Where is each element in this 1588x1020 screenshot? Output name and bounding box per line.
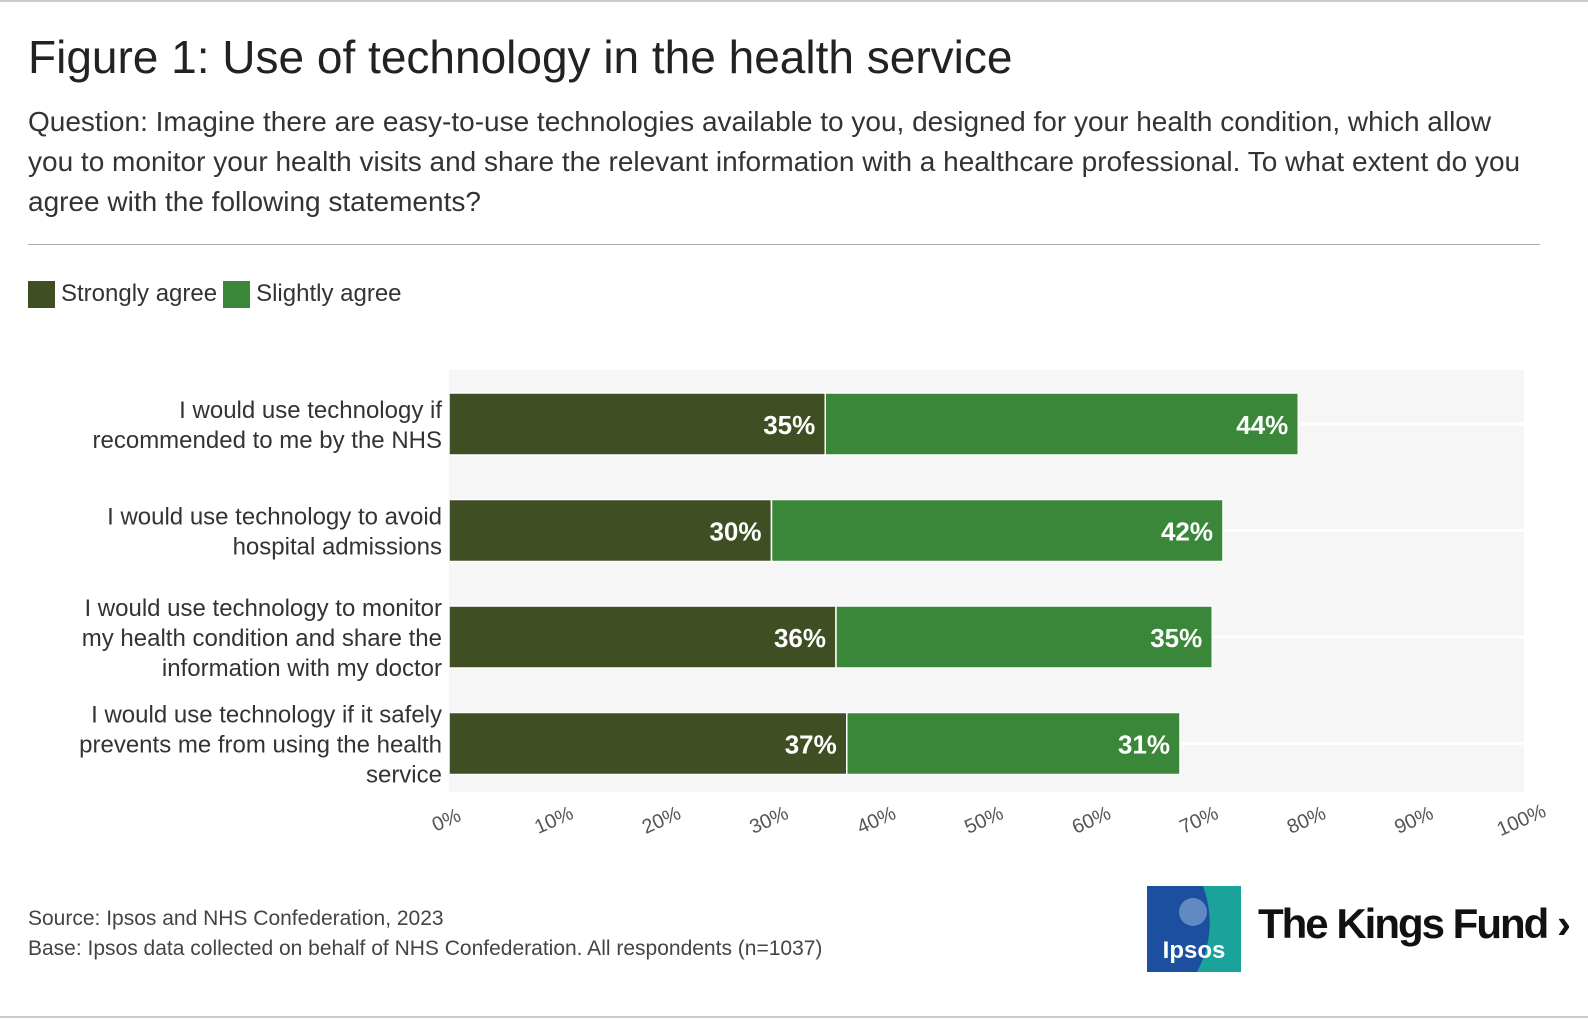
bottom-border [0,1016,1588,1018]
x-tick-label: 10% [531,802,577,838]
legend-label-strongly-agree: Strongly agree [61,280,218,307]
base-line: Base: Ipsos data collected on behalf of … [28,937,823,960]
chevron-right-icon: › [1547,900,1571,947]
ipsos-logo-text: Ipsos [1163,937,1226,964]
category-label: I would use technology if it safely [91,702,442,729]
x-tick-label: 60% [1069,802,1115,838]
x-tick-label: 40% [854,802,900,838]
data-label: 35% [763,410,815,440]
ipsos-logo-teal-shape [1197,886,1241,972]
ipsos-logo: Ipsos [1147,886,1241,972]
category-label: hospital admissions [233,534,442,561]
data-label: 30% [709,517,761,547]
top-border [0,0,1588,2]
bar-slightly-agree [835,605,1213,669]
legend-item-slightly-agree: Slightly agree [223,280,402,308]
source-notes: Source: Ipsos and NHS Confederation, 202… [28,904,822,964]
category-label: recommended to me by the NHS [93,427,443,454]
legend-label-slightly-agree: Slightly agree [256,280,402,307]
bar-slightly-agree [846,711,1181,776]
data-label: 42% [1161,517,1213,547]
category-label: service [366,762,442,789]
data-label: 36% [774,623,826,653]
x-tick-label: 30% [746,802,792,838]
bar-strongly-agree [448,498,773,563]
bar-strongly-agree [448,605,837,669]
data-label: 35% [1150,623,1202,653]
data-label: 31% [1118,730,1170,760]
category-label: I would use technology if [179,397,442,424]
kings-fund-logo-text: The Kings Fund [1258,900,1549,947]
x-tick-label: 80% [1284,802,1330,838]
legend: Strongly agree Slightly agree [28,280,408,308]
data-label: 37% [785,730,837,760]
bar-chart: 35% 44% I would use technology if recommend… [79,370,1550,841]
kings-fund-logo: The Kings Fund › [1258,900,1571,948]
category-label: I would use technology to monitor [84,595,442,622]
data-label: 44% [1236,410,1288,440]
bar-slightly-agree [770,498,1224,563]
bar-slightly-agree [824,392,1299,456]
legend-swatch-slightly-agree [223,280,251,308]
legend-item-strongly-agree: Strongly agree [28,280,217,308]
category-label: my health condition and share the [82,625,442,652]
category-label: information with my doctor [162,655,442,682]
x-tick-label: 100% [1494,800,1550,841]
x-tick-label: 20% [639,802,685,838]
chart-subtitle: Question: Imagine there are easy-to-use … [28,106,1521,217]
category-label: prevents me from using the health [79,732,442,759]
source-line: Source: Ipsos and NHS Confederation, 202… [28,907,444,930]
x-tick-label: 90% [1391,802,1437,838]
x-tick-label: 0% [429,805,465,837]
category-label: I would use technology to avoid [107,504,442,531]
x-tick-label: 70% [1176,802,1222,838]
bar-strongly-agree [448,392,826,456]
bar-strongly-agree [448,711,848,776]
ipsos-logo-head-shape [1179,898,1207,926]
header-divider [28,244,1540,245]
x-tick-label: 50% [961,802,1007,838]
legend-swatch-strongly-agree [28,280,55,308]
chart-title: Figure 1: Use of technology in the healt… [28,31,1013,83]
